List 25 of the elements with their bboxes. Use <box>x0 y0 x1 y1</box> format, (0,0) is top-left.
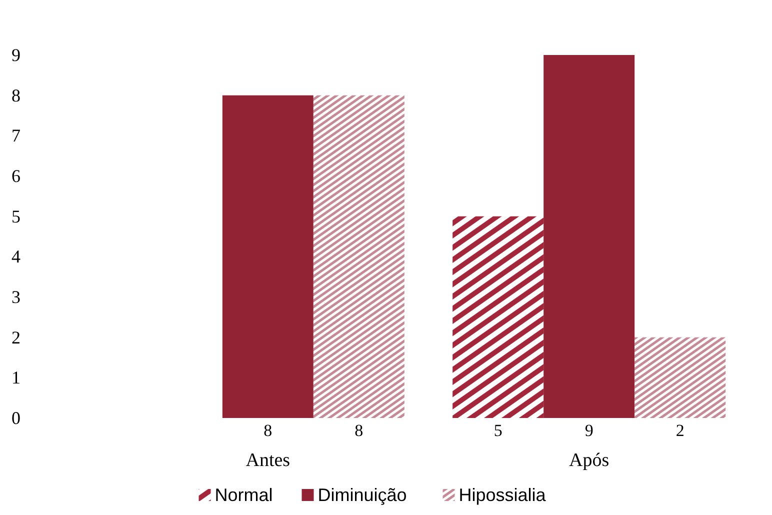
y-tick-label: 4 <box>12 246 20 267</box>
x-tick-label: Antes <box>246 450 290 471</box>
x-tick-label: Após <box>569 450 610 471</box>
data-label: 5 <box>494 421 502 440</box>
y-tick-label: 7 <box>12 126 20 146</box>
data-label: 8 <box>264 421 272 440</box>
y-tick-label: 0 <box>12 408 20 428</box>
data-label: 8 <box>354 421 364 440</box>
y-tick-label: 5 <box>12 206 20 226</box>
y-tick-label: 6 <box>12 166 20 186</box>
bar <box>222 95 314 418</box>
bar <box>544 55 635 418</box>
y-tick-label: 3 <box>12 287 20 307</box>
y-tick-label: 1 <box>12 368 20 388</box>
data-label: 9 <box>584 421 594 440</box>
legend-label: Normal <box>214 485 273 505</box>
y-tick-label: 2 <box>12 327 20 348</box>
bar <box>313 95 404 418</box>
bar <box>634 337 726 418</box>
bar <box>452 216 544 418</box>
legend-label: Hipossialia <box>458 485 547 505</box>
legend-label: Diminuição <box>318 485 407 505</box>
y-tick-label: 9 <box>12 45 20 65</box>
y-tick-label: 8 <box>12 85 20 106</box>
data-label: 2 <box>676 421 684 440</box>
